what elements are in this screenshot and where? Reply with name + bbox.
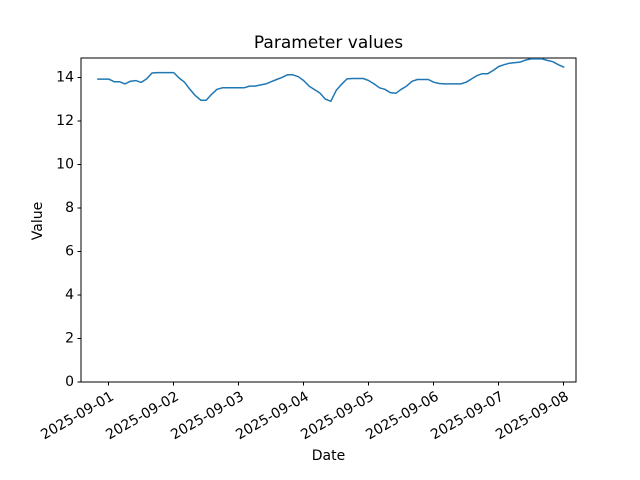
x-tick-label: 2025-09-07 (428, 389, 506, 444)
y-tick-label: 14 (56, 69, 74, 85)
data-line-parameter-values (97, 58, 565, 103)
y-tick-label: 12 (56, 113, 74, 129)
y-tick-label: 2 (65, 330, 74, 346)
y-axis-label: Value (30, 201, 46, 241)
x-tick-label: 2025-09-04 (233, 389, 312, 444)
x-tick-label: 2025-09-05 (298, 389, 376, 444)
y-tick-label: 0 (65, 374, 74, 390)
x-tick-label: 2025-09-02 (103, 389, 181, 444)
x-axis-label: Date (311, 448, 346, 464)
x-tick-label: 2025-09-03 (168, 389, 246, 444)
y-tick-label: 6 (65, 243, 74, 259)
y-tick-label: 8 (65, 200, 74, 216)
x-tick-label: 2025-09-08 (493, 389, 571, 444)
y-tick-label: 4 (65, 287, 74, 303)
x-tick-label: 2025-09-06 (363, 389, 442, 444)
plot-border (80, 57, 577, 383)
y-tick-label: 10 (56, 156, 74, 172)
x-tick-label: 2025-09-01 (38, 389, 116, 444)
chart-title: Parameter values (253, 33, 404, 53)
